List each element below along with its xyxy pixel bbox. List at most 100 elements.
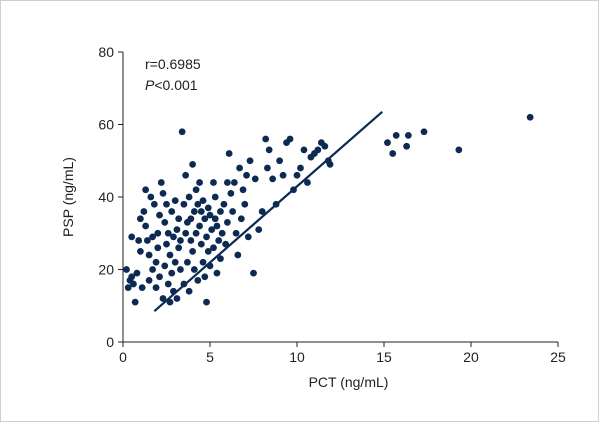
correlation-annotation: r=0.6985 (145, 56, 201, 72)
data-point (384, 139, 391, 147)
p-value-annotation: P<0.001 (145, 77, 198, 93)
data-point (403, 142, 411, 150)
data-point (201, 215, 209, 223)
data-point (255, 226, 263, 234)
data-point (297, 164, 304, 172)
data-point (293, 171, 301, 179)
data-point (204, 204, 212, 212)
data-point (196, 179, 203, 186)
y-tick-label: 20 (98, 262, 114, 278)
data-point (192, 186, 200, 194)
data-point (163, 240, 170, 248)
data-point (194, 276, 202, 284)
data-point (225, 150, 233, 157)
data-point (156, 211, 163, 219)
data-point (244, 233, 252, 241)
data-point (161, 218, 169, 226)
data-point (194, 200, 202, 208)
data-point (250, 269, 257, 277)
data-point (190, 266, 198, 273)
data-point (239, 186, 247, 194)
data-point (192, 229, 200, 237)
x-ticks: 0 5 10 15 20 25 (119, 342, 566, 365)
points-layer (123, 113, 534, 306)
data-point (123, 266, 130, 273)
data-point (232, 229, 240, 237)
data-point (201, 273, 209, 281)
data-point (321, 142, 329, 150)
x-tick-label: 0 (119, 349, 127, 365)
data-point (166, 251, 174, 259)
data-point (286, 135, 294, 143)
data-point (163, 200, 170, 208)
data-point (392, 131, 400, 139)
data-point (265, 146, 273, 154)
data-point (251, 175, 259, 183)
data-point (177, 237, 184, 244)
data-point (279, 171, 287, 179)
data-point (178, 128, 186, 136)
data-point (258, 208, 266, 215)
data-point (173, 295, 181, 302)
data-point (145, 251, 153, 259)
x-tick-label: 5 (206, 349, 214, 365)
data-point (304, 179, 311, 186)
data-point (210, 179, 217, 186)
data-point (203, 298, 210, 306)
data-point (264, 164, 271, 172)
data-point (142, 222, 150, 230)
p-value-text: <0.001 (154, 77, 197, 93)
data-point (130, 280, 137, 288)
data-point (455, 146, 463, 154)
data-point (215, 237, 223, 244)
data-point (154, 229, 162, 237)
regression-line (153, 110, 383, 313)
data-point (128, 233, 136, 241)
data-point (227, 189, 235, 197)
data-point (241, 200, 249, 208)
data-point (199, 258, 207, 266)
x-tick-label: 20 (463, 349, 479, 365)
data-point (128, 273, 136, 281)
data-point (140, 208, 148, 215)
data-point (420, 128, 428, 136)
data-point (164, 280, 172, 288)
data-point (177, 266, 184, 273)
data-point (222, 240, 230, 248)
data-point (203, 233, 210, 241)
data-point (145, 276, 153, 284)
data-point (269, 175, 277, 183)
data-point (159, 295, 167, 302)
data-point (300, 146, 308, 154)
data-point (185, 287, 193, 295)
data-point (224, 179, 231, 186)
data-point (152, 258, 160, 266)
data-point (149, 233, 156, 241)
data-point (182, 229, 190, 237)
data-point (213, 269, 221, 277)
data-point (208, 226, 216, 234)
data-point (389, 150, 397, 157)
data-point (173, 226, 181, 234)
x-tick-label: 15 (376, 349, 392, 365)
data-point (197, 208, 205, 215)
data-point (236, 164, 243, 172)
data-point (220, 200, 228, 208)
data-point (137, 215, 144, 223)
y-tick-label: 60 (98, 117, 114, 133)
y-tick-label: 40 (98, 189, 114, 205)
data-point (526, 113, 534, 121)
data-point (154, 244, 162, 252)
data-point (190, 208, 198, 215)
data-point (187, 215, 195, 223)
data-point (217, 255, 224, 263)
data-point (159, 189, 167, 197)
data-point (185, 193, 193, 201)
data-point (133, 269, 141, 277)
data-point (156, 273, 163, 281)
data-point (217, 208, 224, 215)
data-point (314, 146, 322, 154)
data-point (197, 240, 205, 248)
